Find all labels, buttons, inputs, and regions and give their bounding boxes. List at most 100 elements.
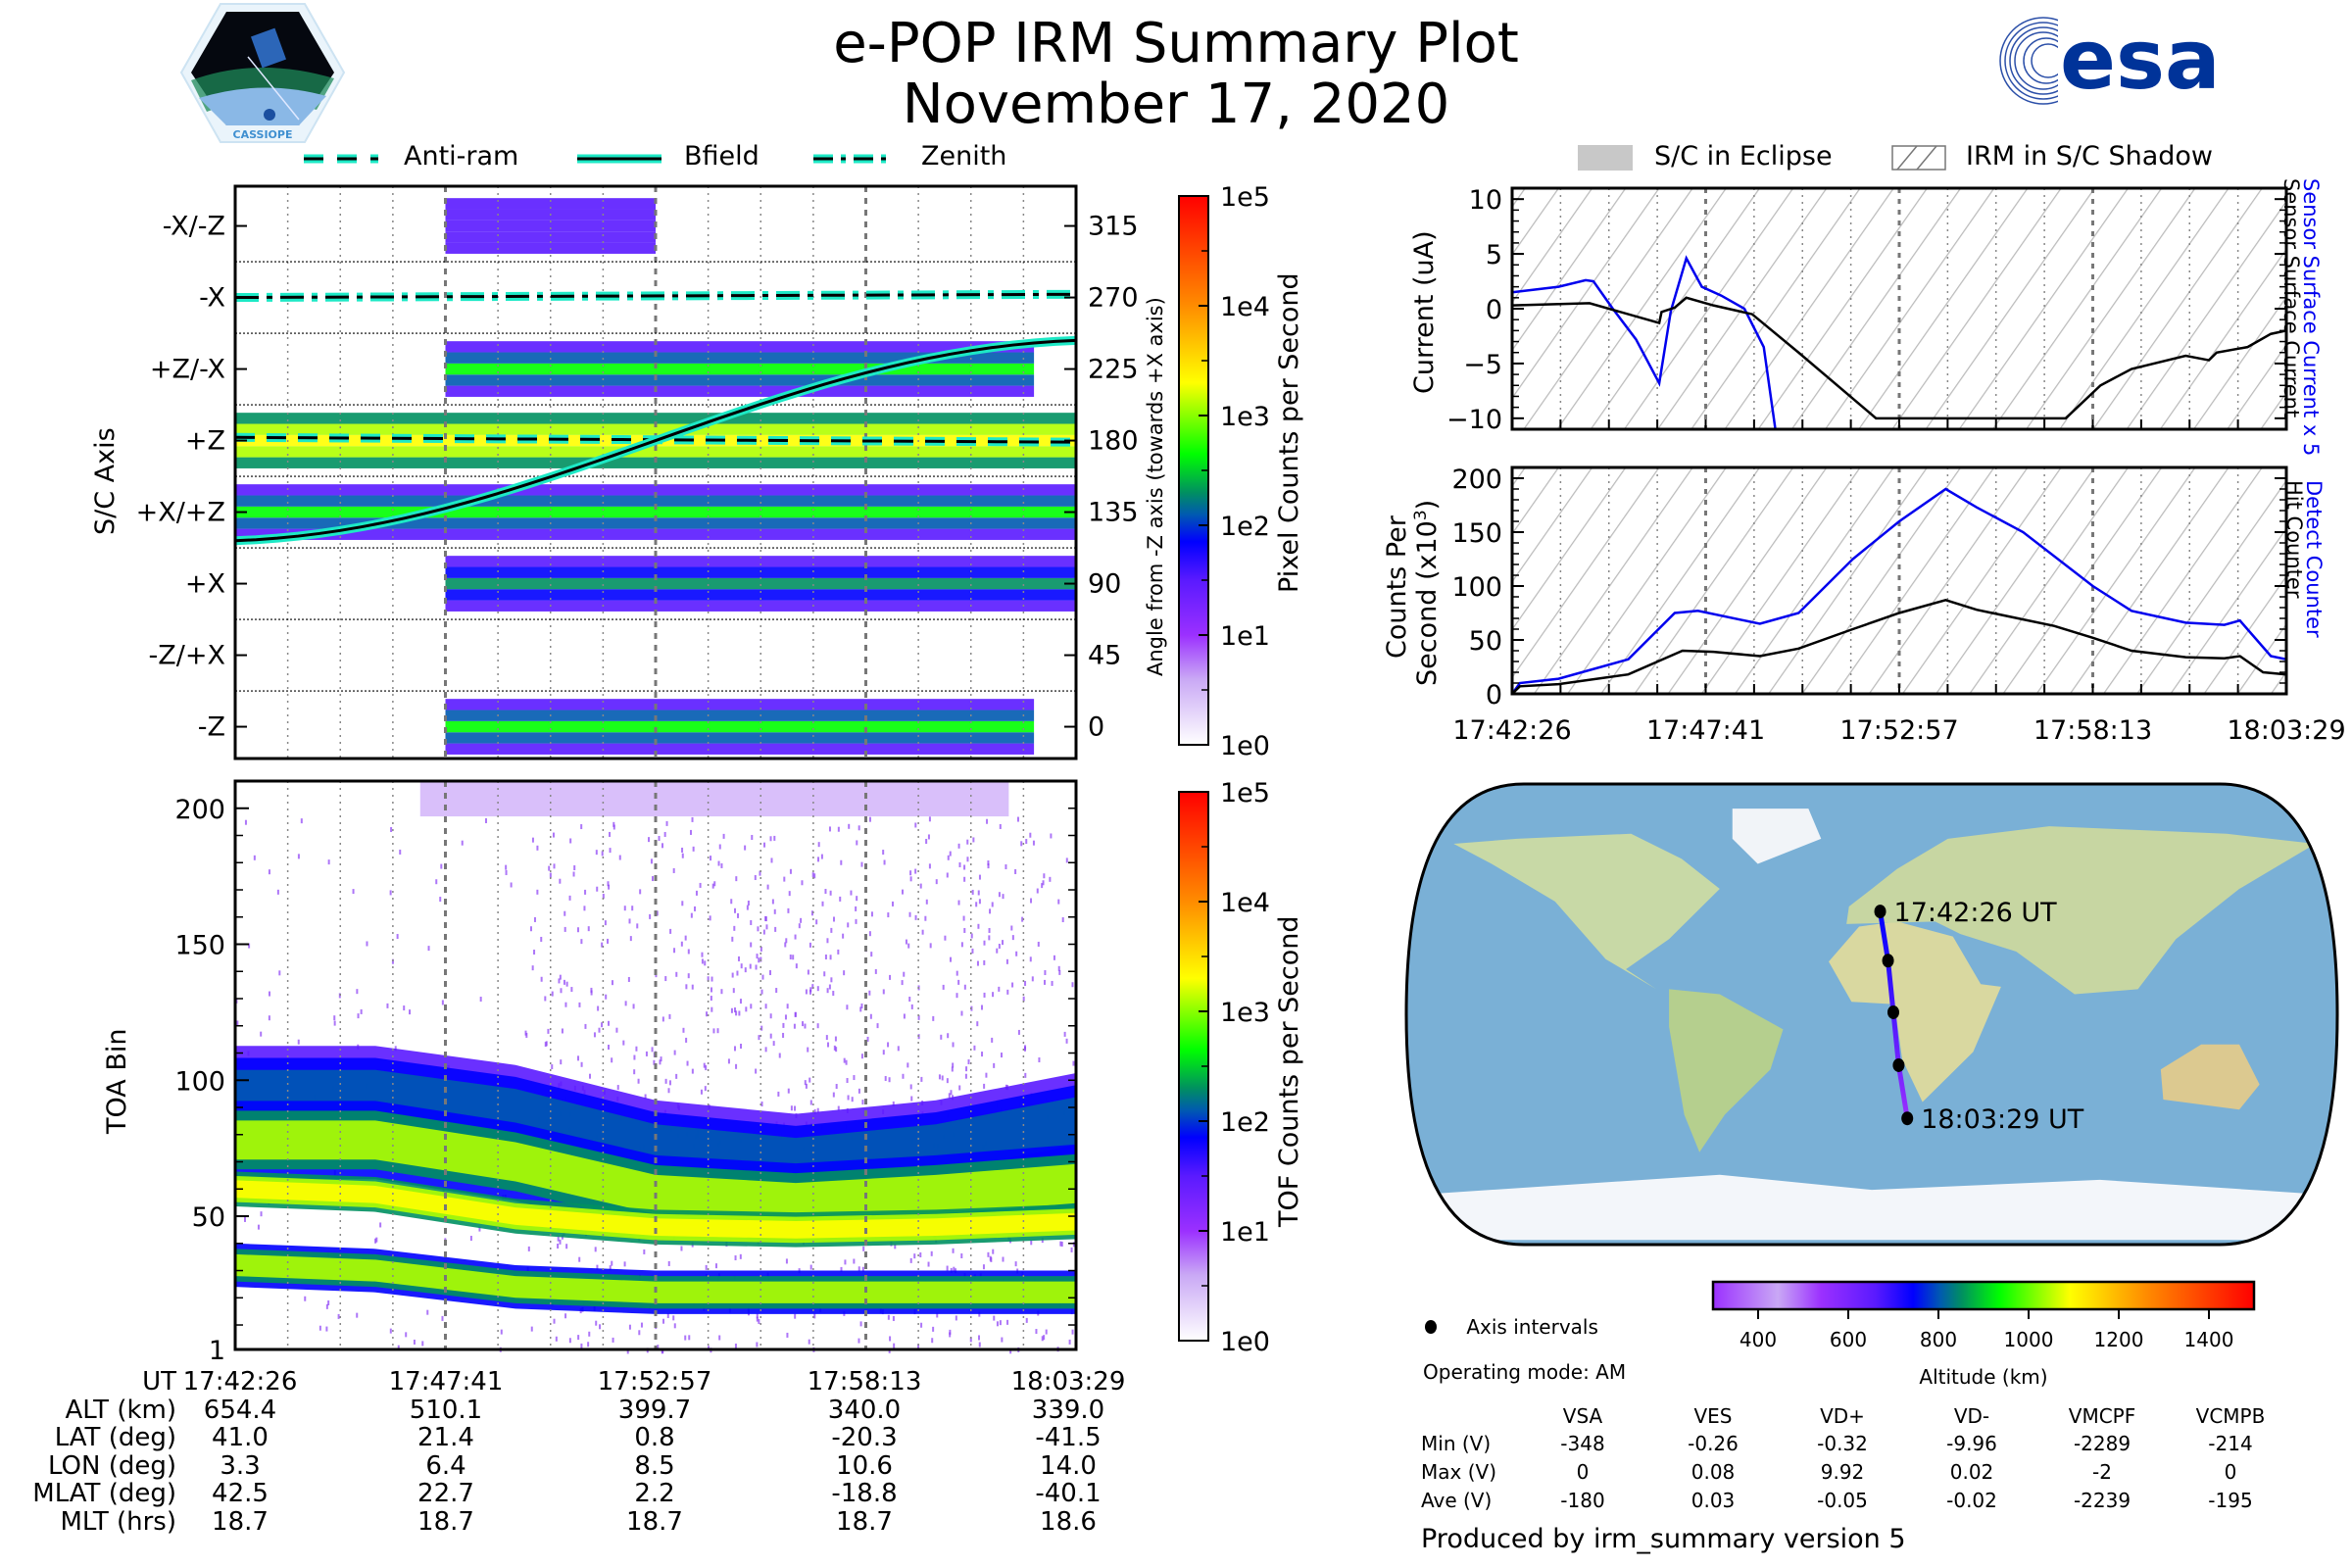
noise-pixel xyxy=(1057,899,1060,905)
noise-pixel xyxy=(874,968,877,974)
noise-pixel xyxy=(580,939,583,945)
noise-pixel xyxy=(855,918,858,924)
noise-pixel xyxy=(931,1338,934,1344)
noise-pixel xyxy=(701,958,704,964)
noise-pixel xyxy=(722,833,725,839)
noise-pixel xyxy=(792,955,795,960)
noise-pixel xyxy=(828,984,831,990)
operating-mode: Operating mode: AM xyxy=(1423,1360,1627,1384)
track-time-label: 17:42:26 UT xyxy=(1894,898,2058,928)
noise-pixel xyxy=(938,1074,941,1080)
noise-pixel xyxy=(366,941,368,947)
noise-pixel xyxy=(832,991,835,997)
noise-pixel xyxy=(244,819,247,825)
zenith-legend-swatch xyxy=(813,154,888,164)
noise-pixel xyxy=(426,1309,429,1315)
noise-pixel xyxy=(665,820,668,826)
noise-pixel xyxy=(580,1343,583,1348)
angle-ylabel: Angle from -Z axis (towards +X axis) xyxy=(1144,297,1167,676)
stats-column-header: VSA xyxy=(1562,1404,1603,1428)
bfield-legend-label: Bfield xyxy=(684,141,760,172)
noise-pixel xyxy=(755,1068,758,1074)
noise-pixel xyxy=(607,1020,610,1026)
noise-pixel xyxy=(897,1046,900,1052)
spectrogram-band xyxy=(445,577,1076,590)
noise-pixel xyxy=(980,1004,983,1010)
stats-cell: -214 xyxy=(2208,1432,2253,1455)
noise-pixel xyxy=(952,1248,955,1253)
noise-pixel xyxy=(573,865,576,871)
spectrogram-band xyxy=(235,517,1076,529)
noise-pixel xyxy=(1071,982,1074,988)
noise-pixel xyxy=(505,869,508,875)
altitude-tick-label: 800 xyxy=(1920,1328,1957,1351)
noise-pixel xyxy=(949,1329,952,1335)
sc-axis-spectrogram: -X/-Z 315 -X 270 +Z/-X 225 +Z 180 +X/+Z 135 +X 90 -Z… xyxy=(136,184,1139,760)
noise-pixel xyxy=(403,1005,406,1011)
spectrogram-band xyxy=(235,446,1076,458)
stats-column-header: VD- xyxy=(1953,1404,1990,1428)
noise-pixel xyxy=(892,1315,895,1321)
noise-pixel xyxy=(758,957,760,963)
noise-pixel xyxy=(651,1047,654,1053)
noise-pixel xyxy=(1011,982,1014,988)
noise-pixel xyxy=(967,1059,970,1065)
noise-pixel xyxy=(357,1013,360,1019)
noise-pixel xyxy=(710,996,712,1002)
noise-pixel xyxy=(601,851,604,857)
noise-pixel xyxy=(559,1239,562,1245)
noise-pixel xyxy=(397,1345,400,1350)
stats-cell: 0.03 xyxy=(1690,1489,1736,1512)
noise-pixel xyxy=(862,1246,865,1251)
noise-pixel xyxy=(552,832,555,838)
noise-pixel xyxy=(1021,916,1024,922)
noise-pixel xyxy=(705,1264,708,1270)
noise-pixel xyxy=(751,834,754,840)
noise-pixel xyxy=(860,1003,863,1008)
noise-pixel xyxy=(999,1320,1002,1326)
noise-pixel xyxy=(764,1047,767,1053)
noise-pixel xyxy=(396,934,399,940)
noise-pixel xyxy=(985,1072,988,1078)
noise-pixel xyxy=(640,1322,643,1328)
noise-pixel xyxy=(932,1326,935,1332)
track-time-label: 18:03:29 UT xyxy=(1921,1104,2084,1135)
noise-pixel xyxy=(1025,1317,1028,1323)
noise-pixel xyxy=(580,824,583,830)
angle-tick-label: 225 xyxy=(1088,355,1139,385)
altitude-tick-label: 600 xyxy=(1830,1328,1867,1351)
noise-pixel xyxy=(1061,917,1064,923)
noise-pixel xyxy=(690,912,693,918)
noise-pixel xyxy=(735,1010,738,1016)
noise-pixel xyxy=(978,1311,981,1317)
noise-pixel xyxy=(813,873,816,879)
stats-row-label: Ave (V) xyxy=(1421,1489,1493,1512)
noise-pixel xyxy=(717,860,720,866)
map-content xyxy=(1406,784,2337,1245)
noise-pixel xyxy=(439,897,442,903)
y-tick-label: −5 xyxy=(1463,350,1502,380)
counts-plot: 0 50 100 150 200 17:42:26 17:47:41 17:52:57 17:5… xyxy=(1451,465,2345,746)
spectrogram-band xyxy=(445,743,1035,755)
noise-pixel xyxy=(843,970,846,976)
noise-pixel xyxy=(622,1040,625,1046)
noise-pixel xyxy=(1030,1240,1033,1246)
noise-pixel xyxy=(787,907,790,913)
noise-pixel xyxy=(611,980,613,986)
north-america-landmass xyxy=(1453,833,1720,990)
noise-pixel xyxy=(268,1015,270,1021)
noise-pixel xyxy=(648,837,651,843)
noise-pixel xyxy=(963,864,966,870)
noise-pixel xyxy=(1072,1060,1075,1066)
ephemeris-cell: 17:52:57 xyxy=(597,1367,712,1396)
zenith-line xyxy=(234,292,1077,300)
noise-pixel xyxy=(564,926,566,932)
noise-pixel xyxy=(988,935,991,941)
noise-pixel xyxy=(1059,1241,1062,1247)
toa-tick-label: 100 xyxy=(174,1066,225,1097)
spectrogram-band xyxy=(235,413,1076,424)
noise-pixel xyxy=(960,1252,963,1258)
ephemeris-cell: -18.8 xyxy=(831,1479,898,1508)
noise-pixel xyxy=(786,1004,789,1009)
noise-pixel xyxy=(609,848,612,854)
